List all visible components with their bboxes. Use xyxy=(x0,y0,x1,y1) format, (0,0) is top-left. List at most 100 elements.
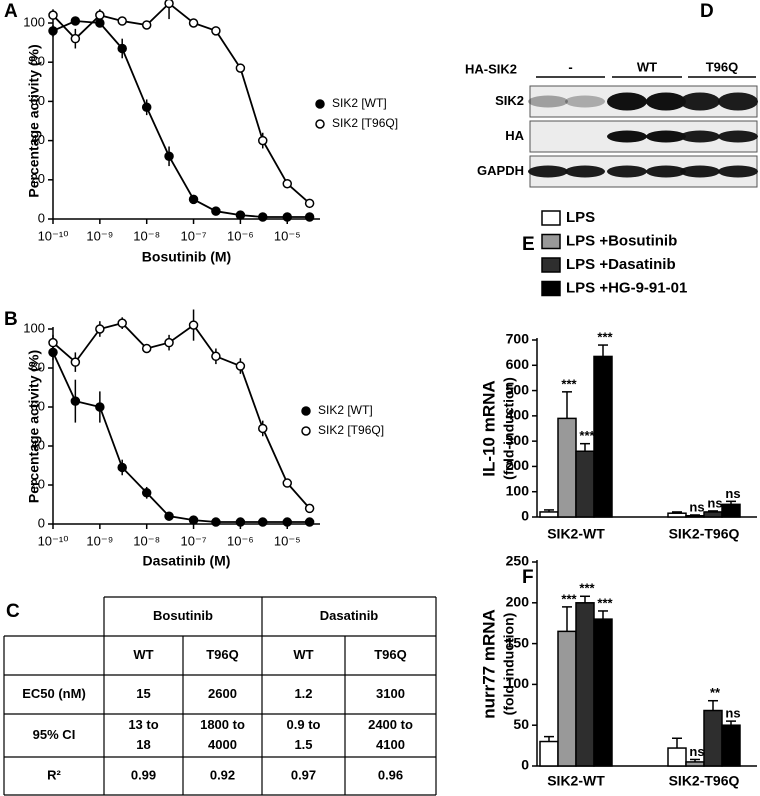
table-cell: 4000 xyxy=(208,737,237,752)
data-point xyxy=(48,10,58,20)
blot-band xyxy=(607,92,647,111)
data-point xyxy=(235,210,246,220)
bar xyxy=(685,761,705,767)
significance: ns xyxy=(707,495,722,510)
legend-label: SIK2 [WT] xyxy=(318,403,373,417)
panel-letter: A xyxy=(4,1,18,22)
bar xyxy=(593,618,613,767)
legend-label: LPS +HG-9-91-01 xyxy=(566,279,687,296)
y-tick-label: 100 xyxy=(23,14,45,29)
blot-band xyxy=(528,95,568,108)
fit-curve xyxy=(52,20,310,218)
table-cell: T96Q xyxy=(374,647,407,662)
data-point xyxy=(141,343,152,354)
y-axis-label: IL-10 mRNA xyxy=(479,380,498,476)
bar xyxy=(539,740,559,767)
y-tick-label: 100 xyxy=(506,482,530,498)
x-tick-label: 10⁻⁸ xyxy=(133,533,160,548)
table-cell: WT xyxy=(133,647,153,662)
blot-band xyxy=(646,130,686,143)
y-tick-label: 300 xyxy=(506,432,530,448)
significance: *** xyxy=(579,581,595,596)
data-point xyxy=(95,324,105,334)
blot-group: WT xyxy=(637,59,657,74)
y-tick-label: 100 xyxy=(23,320,45,335)
table-cell: 0.92 xyxy=(210,767,235,782)
legend-label: LPS +Dasatinib xyxy=(566,256,676,273)
y-tick-label: 80 xyxy=(31,54,45,69)
significance: ns xyxy=(689,744,704,759)
bar xyxy=(575,602,595,767)
significance: *** xyxy=(597,329,613,344)
bar xyxy=(557,630,577,767)
data-point xyxy=(117,318,127,328)
y-tick-label: 200 xyxy=(506,457,530,473)
panel-letter: F xyxy=(522,567,534,588)
y-tick-label: 0 xyxy=(521,508,529,524)
panel-letter: C xyxy=(6,601,20,622)
blot-group: - xyxy=(568,59,572,74)
data-point xyxy=(211,517,221,527)
data-point xyxy=(164,337,174,348)
y-axis-label: (fold-induction) xyxy=(501,613,517,716)
y-tick-label: 0 xyxy=(38,515,45,530)
data-point xyxy=(117,462,127,473)
x-tick-label: SIK2-WT xyxy=(547,526,605,542)
y-tick-label: 600 xyxy=(506,356,530,372)
data-point xyxy=(211,351,221,362)
data-point xyxy=(282,178,293,189)
bar xyxy=(667,512,687,518)
blot-band xyxy=(718,165,758,178)
x-axis-label: Dasatinib (M) xyxy=(143,553,231,569)
legend-label: LPS xyxy=(566,209,595,226)
legend-swatch xyxy=(541,257,561,273)
y-tick-label: 200 xyxy=(506,594,530,610)
data-point xyxy=(95,10,105,20)
bar xyxy=(593,355,613,518)
significance: ns xyxy=(725,486,740,501)
table-cell: Bosutinib xyxy=(153,608,213,623)
y-tick-label: 500 xyxy=(506,381,530,397)
significance: *** xyxy=(561,376,577,391)
blot-band xyxy=(565,165,605,178)
table-cell: 0.9 to xyxy=(287,717,321,732)
data-point xyxy=(164,151,174,162)
data-point xyxy=(188,515,199,525)
data-point xyxy=(211,26,221,36)
legend-marker xyxy=(301,406,311,416)
y-axis-label: nurr77 mRNA xyxy=(479,609,498,719)
y-tick-label: 60 xyxy=(31,93,45,108)
x-tick-label: 10⁻⁵ xyxy=(274,533,301,548)
y-tick-label: 0 xyxy=(521,757,529,773)
data-point xyxy=(70,357,81,367)
bar xyxy=(721,503,741,518)
bar xyxy=(685,514,705,518)
blot-band xyxy=(718,92,758,111)
significance: ns xyxy=(725,706,740,721)
data-point xyxy=(141,488,152,498)
legend-label: SIK2 [T96Q] xyxy=(318,423,384,437)
data-point xyxy=(258,212,268,222)
data-point xyxy=(235,517,246,527)
blot-band xyxy=(680,165,720,178)
x-tick-label: SIK2-WT xyxy=(547,773,605,789)
x-tick-label: 10⁻⁶ xyxy=(227,228,254,243)
data-point xyxy=(188,320,199,330)
data-point xyxy=(304,198,315,209)
panel-letter: D xyxy=(700,1,714,22)
blot-row-label: HA xyxy=(505,128,524,143)
legend-swatch xyxy=(541,210,561,226)
blot-band xyxy=(528,165,568,178)
bar xyxy=(703,709,723,767)
x-tick-label: 10⁻⁸ xyxy=(133,228,160,243)
data-point xyxy=(188,18,199,28)
bar xyxy=(703,511,723,518)
y-tick-label: 50 xyxy=(513,716,529,732)
x-axis-label: Bosutinib (M) xyxy=(142,249,231,265)
blot-band xyxy=(607,130,647,143)
data-point xyxy=(70,396,81,406)
blot-band xyxy=(646,92,686,111)
table-cell: 0.97 xyxy=(291,767,316,782)
y-tick-label: 0 xyxy=(38,210,45,225)
table-cell: Dasatinib xyxy=(320,608,379,623)
